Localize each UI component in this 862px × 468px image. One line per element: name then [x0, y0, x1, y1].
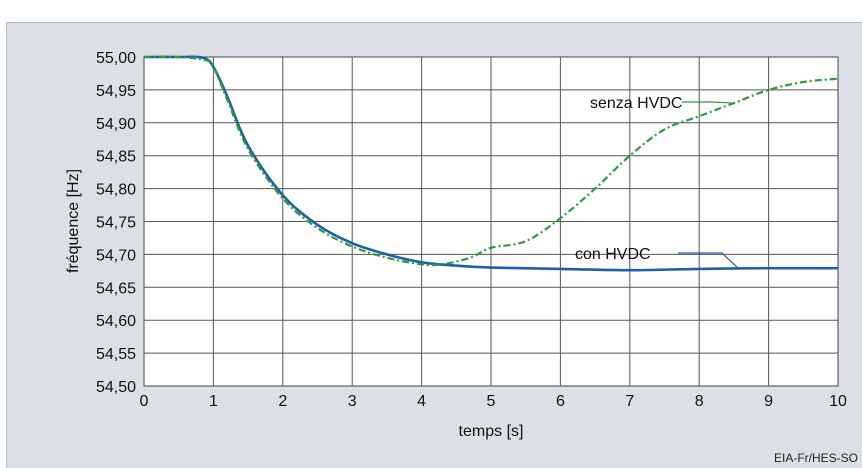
x-tick-label: 0 [140, 393, 149, 410]
y-tick-label: 54,75 [96, 215, 136, 232]
annotation-senza-hvdc: con HVDC [575, 246, 651, 263]
y-tick-label: 54,60 [96, 313, 136, 330]
grid-lines [144, 57, 838, 386]
x-tick-label: 5 [487, 393, 496, 410]
y-tick-label: 54,50 [96, 379, 136, 396]
y-tick-label: 54,90 [96, 116, 136, 133]
annotation-leader-line [682, 101, 735, 104]
x-tick-label: 10 [829, 393, 847, 410]
x-tick-label: 2 [278, 393, 287, 410]
x-tick-label: 1 [209, 393, 218, 410]
x-tick-label: 7 [625, 393, 634, 410]
x-tick-label: 8 [695, 393, 704, 410]
y-tick-label: 54,65 [96, 280, 136, 297]
annotation-con-hvdc: senza HVDC [590, 95, 682, 112]
x-tick-label: 3 [348, 393, 357, 410]
y-tick-label: 54,95 [96, 83, 136, 100]
x-tick-label: 9 [764, 393, 773, 410]
x-tick-label: 6 [556, 393, 565, 410]
y-tick-label: 54,80 [96, 182, 136, 199]
annotation-leader-line [678, 252, 740, 270]
y-tick-label: 55,00 [96, 50, 136, 67]
annotations: con HVDC senza HVDC [575, 95, 740, 270]
series-lines [143, 55, 839, 272]
x-tick-label: 4 [417, 393, 426, 410]
y-tick-label: 54,55 [96, 346, 136, 363]
series-con-hvdc-line [143, 55, 839, 267]
y-axis-label: fréquence [Hz] [65, 169, 82, 273]
y-tick-label: 54,70 [96, 247, 136, 264]
y-tick-label: 54,85 [96, 149, 136, 166]
tick-labels: 0 1 2 3 4 5 6 7 8 9 10 54,50 54,55 54,60 54,65 54,70 54,… [96, 50, 847, 410]
credit-text: EIA-Fr/HES-SO [773, 451, 858, 465]
series-senza-hvdc-line [143, 55, 839, 272]
x-axis-label: temps [s] [459, 423, 524, 440]
